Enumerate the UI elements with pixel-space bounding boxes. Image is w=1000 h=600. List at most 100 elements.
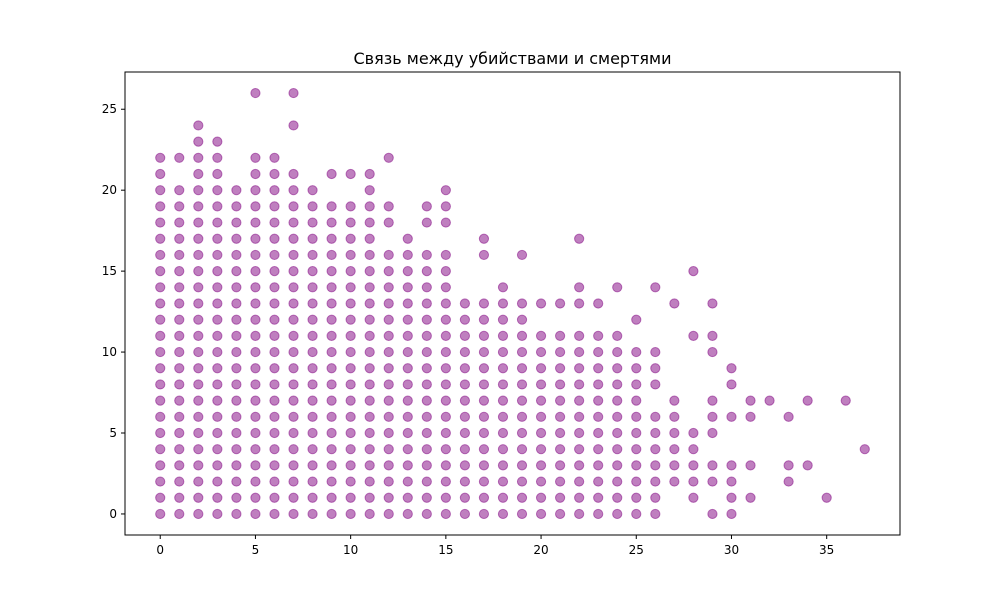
scatter-point bbox=[212, 217, 223, 228]
scatter-point bbox=[231, 314, 242, 325]
scatter-point bbox=[250, 185, 261, 196]
scatter-point bbox=[155, 282, 166, 293]
scatter-point bbox=[745, 460, 756, 471]
scatter-point bbox=[326, 266, 337, 277]
scatter-point bbox=[364, 314, 375, 325]
scatter-point bbox=[497, 379, 509, 390]
scatter-point bbox=[516, 411, 528, 422]
scatter-point bbox=[535, 395, 547, 406]
scatter-point bbox=[364, 379, 375, 390]
scatter-point bbox=[326, 460, 337, 471]
scatter-point bbox=[707, 427, 718, 439]
scatter-point bbox=[364, 492, 375, 503]
scatter-point bbox=[612, 444, 623, 455]
scatter-point bbox=[516, 508, 528, 520]
scatter-point bbox=[345, 249, 356, 261]
scatter-point bbox=[364, 508, 375, 520]
scatter-point bbox=[383, 249, 394, 261]
scatter-point bbox=[155, 266, 166, 277]
scatter-point bbox=[402, 314, 413, 325]
scatter-point bbox=[269, 249, 280, 261]
scatter-point bbox=[269, 508, 280, 520]
scatter-point bbox=[555, 330, 566, 341]
scatter-point bbox=[364, 266, 375, 277]
scatter-point bbox=[193, 460, 204, 471]
scatter-point bbox=[440, 379, 451, 390]
scatter-point bbox=[497, 427, 509, 439]
scatter-point bbox=[650, 460, 661, 471]
y-tick-label: 5 bbox=[109, 426, 117, 440]
scatter-point bbox=[383, 460, 394, 471]
scatter-point bbox=[174, 217, 185, 228]
scatter-point bbox=[155, 476, 166, 487]
scatter-point bbox=[421, 379, 432, 390]
scatter-point bbox=[212, 152, 223, 163]
scatter-point bbox=[440, 314, 451, 325]
scatter-point bbox=[459, 395, 470, 406]
y-tick-label: 20 bbox=[102, 183, 117, 197]
scatter-point bbox=[231, 363, 242, 374]
scatter-point bbox=[402, 363, 413, 374]
scatter-point bbox=[440, 508, 451, 520]
scatter-point bbox=[669, 395, 680, 406]
scatter-point bbox=[764, 395, 775, 406]
plot-frame bbox=[124, 71, 901, 536]
scatter-point bbox=[307, 508, 318, 520]
scatter-point bbox=[269, 476, 280, 487]
scatter-point bbox=[155, 379, 166, 390]
scatter-point bbox=[231, 217, 242, 228]
scatter-point bbox=[288, 411, 299, 422]
scatter-point bbox=[288, 266, 299, 277]
scatter-point bbox=[535, 476, 547, 487]
x-tick-label: 20 bbox=[533, 543, 548, 557]
scatter-point bbox=[726, 411, 737, 422]
scatter-point bbox=[574, 282, 585, 293]
scatter-point bbox=[745, 411, 756, 422]
scatter-point bbox=[574, 411, 585, 422]
scatter-point bbox=[497, 363, 509, 374]
scatter-point bbox=[631, 460, 642, 471]
scatter-point bbox=[497, 314, 509, 325]
scatter-point bbox=[421, 411, 432, 422]
scatter-point bbox=[364, 168, 375, 180]
scatter-point bbox=[231, 476, 242, 487]
scatter-point bbox=[402, 460, 413, 471]
scatter-point bbox=[345, 217, 356, 228]
scatter-point bbox=[745, 395, 756, 406]
scatter-point bbox=[459, 460, 470, 471]
scatter-point bbox=[593, 508, 604, 520]
scatter-point bbox=[326, 217, 337, 228]
scatter-point bbox=[707, 508, 718, 520]
scatter-point bbox=[421, 492, 432, 503]
scatter-point bbox=[631, 314, 642, 325]
scatter-point bbox=[193, 444, 204, 455]
scatter-point bbox=[345, 314, 356, 325]
scatter-point bbox=[364, 444, 375, 455]
scatter-point bbox=[269, 282, 280, 293]
scatter-point bbox=[726, 492, 737, 503]
scatter-point bbox=[478, 330, 490, 341]
scatter-point bbox=[574, 395, 585, 406]
scatter-point bbox=[516, 379, 528, 390]
scatter-point bbox=[174, 492, 185, 503]
y-tick-label: 25 bbox=[102, 102, 117, 116]
scatter-point bbox=[212, 346, 223, 358]
scatter-point bbox=[612, 282, 623, 293]
scatter-point bbox=[193, 476, 204, 487]
scatter-point bbox=[421, 217, 432, 228]
scatter-point bbox=[459, 363, 470, 374]
scatter-point bbox=[707, 460, 718, 471]
scatter-point bbox=[174, 363, 185, 374]
scatter-point bbox=[555, 508, 566, 520]
scatter-point bbox=[174, 460, 185, 471]
scatter-point bbox=[574, 330, 585, 341]
scatter-point bbox=[402, 492, 413, 503]
scatter-point bbox=[250, 395, 261, 406]
scatter-point bbox=[212, 249, 223, 261]
scatter-point bbox=[269, 460, 280, 471]
scatter-point bbox=[555, 363, 566, 374]
scatter-point bbox=[497, 460, 509, 471]
scatter-point bbox=[326, 363, 337, 374]
scatter-point bbox=[535, 346, 547, 358]
